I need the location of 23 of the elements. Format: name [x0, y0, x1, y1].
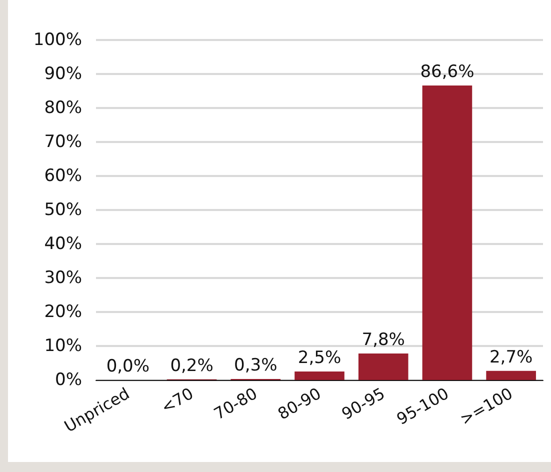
y-tick-label: 40% [44, 234, 82, 254]
data-label: 2,7% [489, 347, 533, 368]
data-label: 2,5% [298, 348, 342, 368]
y-tick-label: 100% [33, 30, 82, 50]
data-label: 7,8% [362, 330, 405, 350]
bar [294, 372, 344, 380]
data-label: 0,0% [106, 356, 150, 376]
bar [358, 353, 408, 380]
bar [422, 86, 472, 380]
y-tick-label: 70% [44, 132, 82, 152]
bar [486, 370, 536, 380]
y-tick-label: 50% [44, 200, 82, 220]
data-label: 86,6% [420, 62, 474, 82]
y-tick-label: 30% [44, 268, 82, 288]
data-label: 0,2% [170, 356, 214, 376]
y-tick-label: 60% [44, 166, 82, 186]
y-tick-label: 20% [44, 302, 82, 322]
y-tick-label: 80% [44, 98, 82, 118]
data-label: 0,3% [234, 355, 278, 376]
y-tick-label: 90% [44, 64, 82, 84]
y-tick-label: 10% [44, 336, 82, 356]
x-tick-label: <70 [158, 384, 197, 418]
y-tick-label: 0% [55, 370, 82, 390]
